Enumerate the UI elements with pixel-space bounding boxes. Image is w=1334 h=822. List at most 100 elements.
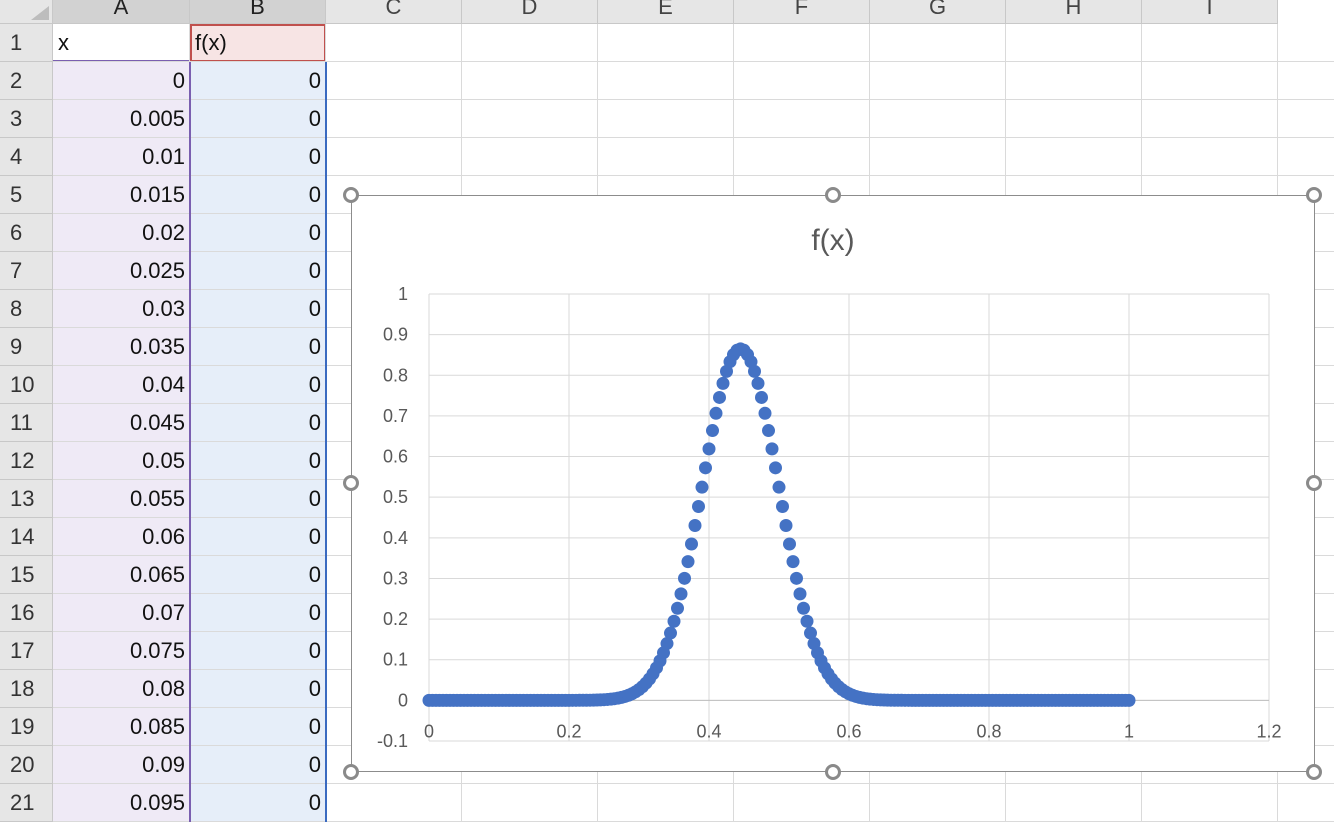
cell-a7[interactable]: 0.025 — [129, 258, 185, 283]
row-header-14[interactable]: 14 — [0, 518, 53, 556]
chart-resize-handle-top-left[interactable] — [343, 187, 359, 203]
column-header-i[interactable]: I — [1142, 0, 1278, 24]
cell-a18[interactable]: 0.08 — [142, 676, 185, 701]
cell-b6[interactable]: 0 — [308, 220, 321, 245]
cell-b16[interactable]: 0 — [308, 600, 321, 625]
data-point — [681, 555, 695, 569]
column-header-g[interactable]: G — [870, 0, 1006, 24]
data-point — [804, 626, 817, 640]
x-tick-label: 0.4 — [696, 721, 721, 741]
row-header-10[interactable]: 10 — [0, 366, 53, 404]
cell-a5[interactable]: 0.015 — [129, 182, 185, 207]
row-header-13[interactable]: 13 — [0, 480, 53, 518]
column-header-d[interactable]: D — [462, 0, 598, 24]
row-header-18[interactable]: 18 — [0, 670, 53, 708]
cell-a19[interactable]: 0.085 — [129, 714, 185, 739]
cell-b2[interactable]: 0 — [308, 68, 321, 93]
data-point — [755, 390, 768, 404]
row-header-12[interactable]: 12 — [0, 442, 53, 480]
data-point — [671, 601, 684, 615]
chart-resize-handle-bottom[interactable] — [825, 764, 841, 780]
chart-resize-handle-top[interactable] — [825, 187, 841, 203]
cell-b1[interactable]: f(x) — [195, 30, 227, 55]
chart[interactable]: f(x) -0.1 0 0.1 0.2 0.3 0.4 0.5 0.6 0.7 0.8 0.9 1 0 0… — [351, 195, 1315, 772]
column-header-b[interactable]: B — [190, 0, 326, 24]
cell-a14[interactable]: 0.06 — [142, 524, 185, 549]
cell-a3[interactable]: 0.005 — [129, 106, 185, 131]
cell-a13[interactable]: 0.055 — [129, 486, 185, 511]
cell-b10[interactable]: 0 — [308, 372, 321, 397]
cell-a1[interactable]: x — [58, 30, 69, 55]
chart-resize-handle-bottom-left[interactable] — [343, 764, 359, 780]
cell-a4[interactable]: 0.01 — [142, 144, 185, 169]
cell-a9[interactable]: 0.035 — [129, 334, 185, 359]
column-header-f[interactable]: F — [734, 0, 870, 24]
row-header-8[interactable]: 8 — [0, 290, 53, 328]
cell-a17[interactable]: 0.075 — [129, 638, 185, 663]
cell-b18[interactable]: 0 — [308, 676, 321, 701]
cell-a6[interactable]: 0.02 — [142, 220, 185, 245]
chart-resize-handle-top-right[interactable] — [1306, 187, 1322, 203]
cell-a15[interactable]: 0.065 — [129, 562, 185, 587]
cell-b13[interactable]: 0 — [308, 486, 321, 511]
cell-b8[interactable]: 0 — [308, 296, 321, 321]
cell-a10[interactable]: 0.04 — [142, 372, 185, 397]
data-point — [776, 499, 789, 513]
selected-range-b — [190, 62, 326, 822]
cell-b15[interactable]: 0 — [308, 562, 321, 587]
y-tick-label: 0.8 — [383, 365, 408, 385]
row-header-9[interactable]: 9 — [0, 328, 53, 366]
chart-resize-handle-bottom-right[interactable] — [1306, 764, 1322, 780]
plot-area[interactable]: -0.1 0 0.1 0.2 0.3 0.4 0.5 0.6 0.7 0.8 0.9 1 0 0.2 0.4… — [352, 196, 1314, 771]
row-header-3[interactable]: 3 — [0, 100, 53, 138]
y-tick-label: 0.6 — [383, 447, 408, 467]
row-header-19[interactable]: 19 — [0, 708, 53, 746]
data-point — [790, 571, 803, 585]
column-header-c[interactable]: C — [326, 0, 462, 24]
cell-a2[interactable]: 0 — [172, 68, 185, 93]
row-header-2[interactable]: 2 — [0, 62, 53, 100]
cell-b3[interactable]: 0 — [308, 106, 321, 131]
cell-b20[interactable]: 0 — [308, 752, 321, 777]
data-point — [793, 587, 807, 601]
cell-b21[interactable]: 0 — [308, 790, 321, 815]
data-point — [765, 442, 779, 456]
cell-b14[interactable]: 0 — [308, 524, 321, 549]
row-header-21[interactable]: 21 — [0, 784, 53, 822]
cell-b7[interactable]: 0 — [308, 258, 321, 283]
chart-title[interactable]: f(x) — [811, 224, 855, 257]
row-header-5[interactable]: 5 — [0, 176, 53, 214]
cell-a11[interactable]: 0.045 — [129, 410, 185, 435]
row-header-17[interactable]: 17 — [0, 632, 53, 670]
row-header-1[interactable]: 1 — [0, 24, 53, 62]
cell-a12[interactable]: 0.05 — [142, 448, 185, 473]
column-header-a[interactable]: A — [53, 0, 190, 24]
row-header-20[interactable]: 20 — [0, 746, 53, 784]
cell-b4[interactable]: 0 — [308, 144, 321, 169]
cell-b17[interactable]: 0 — [308, 638, 321, 663]
data-point — [664, 626, 677, 640]
row-header-16[interactable]: 16 — [0, 594, 53, 632]
cell-b12[interactable]: 0 — [308, 448, 321, 473]
row-header-6[interactable]: 6 — [0, 214, 53, 252]
chart-resize-handle-left[interactable] — [343, 475, 359, 491]
cell-b19[interactable]: 0 — [308, 714, 321, 739]
x-tick-label: 0.8 — [976, 721, 1001, 741]
cell-a8[interactable]: 0.03 — [142, 296, 185, 321]
column-header-h[interactable]: H — [1006, 0, 1142, 24]
cell-b11[interactable]: 0 — [308, 410, 321, 435]
select-all-corner[interactable] — [0, 0, 53, 24]
column-header-e[interactable]: E — [598, 0, 734, 24]
data-point — [692, 499, 705, 513]
cell-a21[interactable]: 0.095 — [129, 790, 185, 815]
chart-resize-handle-right[interactable] — [1306, 475, 1322, 491]
cell-b9[interactable]: 0 — [308, 334, 321, 359]
row-header-15[interactable]: 15 — [0, 556, 53, 594]
cell-a20[interactable]: 0.09 — [142, 752, 185, 777]
range-b-border — [325, 62, 327, 822]
row-header-4[interactable]: 4 — [0, 138, 53, 176]
row-header-11[interactable]: 11 — [0, 404, 53, 442]
row-header-7[interactable]: 7 — [0, 252, 53, 290]
cell-b5[interactable]: 0 — [308, 182, 321, 207]
cell-a16[interactable]: 0.07 — [142, 600, 185, 625]
